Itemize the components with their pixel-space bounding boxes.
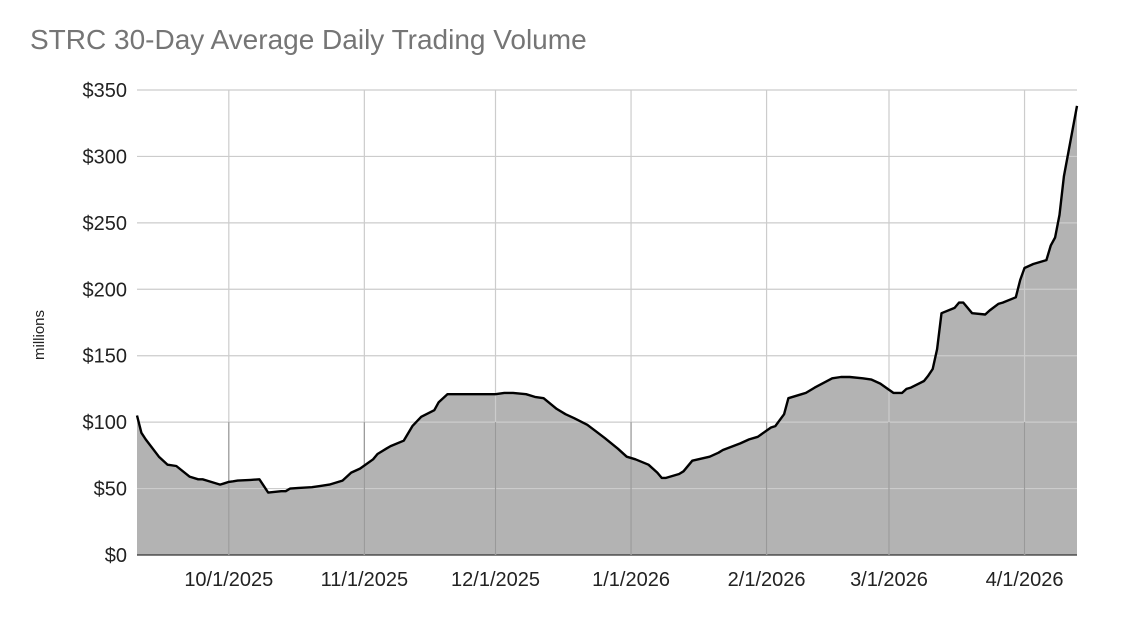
y-tick-label: $300 (83, 146, 128, 168)
volume-series-line (135, 105, 1079, 494)
x-tick-label: 12/1/2025 (451, 569, 540, 591)
y-tick-label: $150 (83, 346, 128, 368)
x-tick-label: 3/1/2026 (850, 569, 928, 591)
x-axis-tick-labels: 10/1/2025 11/1/2025 12/1/2025 1/1/2026 2/1/2… (184, 569, 1063, 591)
y-axis-title: millions (31, 310, 48, 360)
y-tick-label: $250 (83, 213, 128, 235)
x-tick-label: 1/1/2026 (592, 569, 670, 591)
y-tick-label: $0 (105, 545, 127, 567)
x-tick-label: 10/1/2025 (184, 569, 273, 591)
x-gridlines (228, 90, 1026, 555)
x-tick-label: 4/1/2026 (986, 569, 1064, 591)
y-tick-label: $200 (83, 279, 128, 301)
chart-title: STRC 30-Day Average Daily Trading Volume (30, 24, 587, 55)
y-tick-label: $350 (83, 80, 128, 102)
x-tick-label: 2/1/2026 (728, 569, 806, 591)
y-tick-label: $50 (94, 479, 127, 501)
volume-area-fill (137, 105, 1077, 556)
x-tick-label: 11/1/2025 (321, 569, 409, 591)
y-tick-label: $100 (83, 412, 128, 434)
y-axis-tick-labels: $0 $50 $100 $150 $200 $250 $300 $350 (83, 80, 128, 567)
